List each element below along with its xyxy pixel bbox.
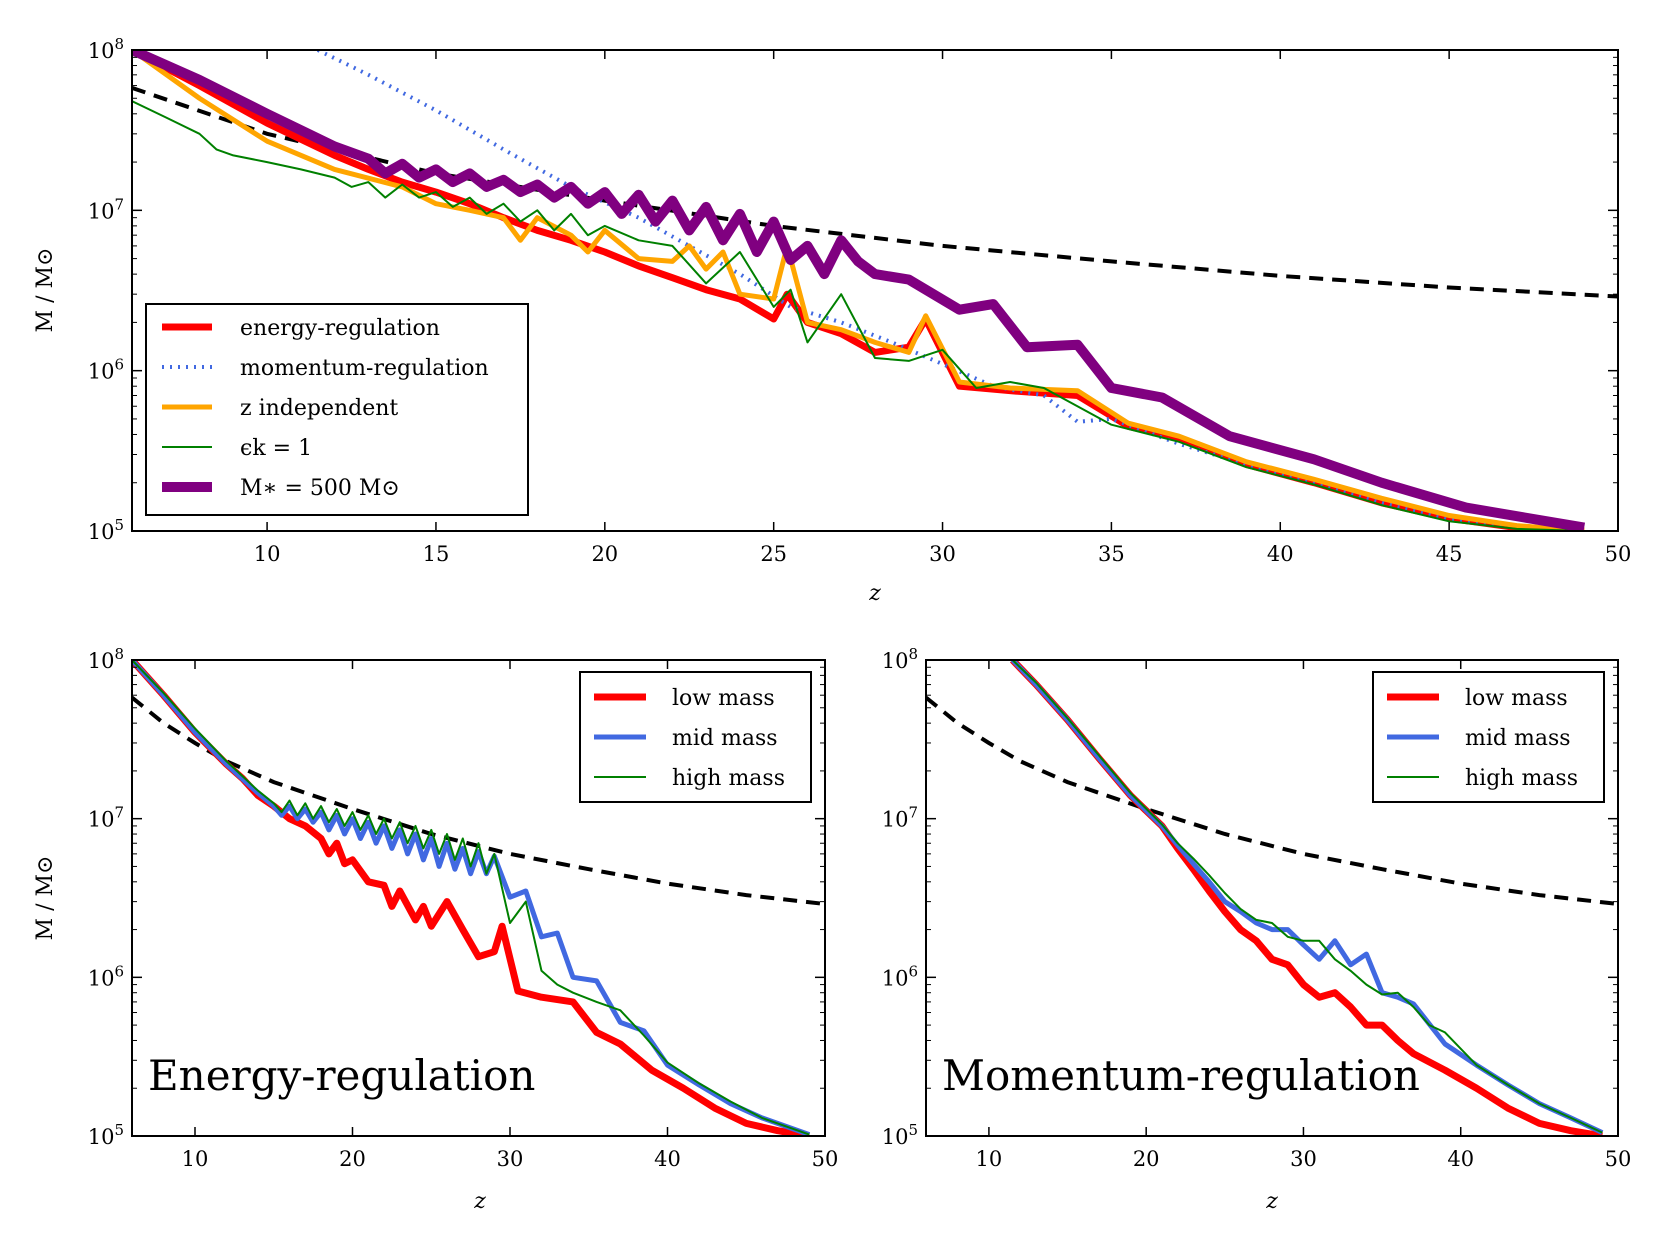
y-tick-label-bl-2: 106 <box>88 962 124 990</box>
x-tick-label-bl-0: 10 <box>182 1147 209 1171</box>
legend-label-ek1: ϵk = 1 <box>240 436 312 461</box>
y-tick-exponent-br-1: 7 <box>908 804 918 822</box>
legend-label-br-mid: mid mass <box>1465 726 1571 751</box>
x-axis-label-top: z <box>868 581 881 606</box>
series-line-br-1 <box>1010 660 1604 1135</box>
plot-area-bottom-right <box>926 660 1618 1136</box>
y-tick-exponent-top-1: 7 <box>114 195 124 213</box>
x-tick-label-top-5: 35 <box>1098 542 1125 566</box>
x-tick-label-top-2: 20 <box>591 542 618 566</box>
legend-label-bl-low: low mass <box>672 686 775 711</box>
y-tick-exponent-bl-1: 7 <box>114 804 124 822</box>
x-tick-label-top-0: 10 <box>254 542 281 566</box>
panel-bottom-right: 10 20 30 40 50 108 107 106 105 z Momentum-regul… <box>882 645 1632 1214</box>
legend-label-energy: energy-regulation <box>240 316 440 341</box>
y-tick-exponent-br-0: 8 <box>908 645 918 663</box>
y-tick-label-top-2: 106 <box>88 356 124 384</box>
reference-line-top <box>132 86 1618 299</box>
series-line-br-2 <box>1011 660 1603 1134</box>
legend-label-br-high: high mass <box>1465 766 1578 791</box>
panel-bottom-left: 10 20 30 40 50 108 107 106 105 z M / M⊙ Energy-… <box>33 645 838 1214</box>
series-line-bl-2 <box>132 660 810 1136</box>
plot-area-top <box>132 50 1618 531</box>
panel-top: 10 15 20 25 30 35 40 45 50 108 107 106 105 z M / M⊙… <box>33 35 1631 606</box>
legend-bottom-left: low mass mid mass high mass <box>579 671 812 803</box>
y-tick-label-br-1: 107 <box>882 804 918 832</box>
legend-label-br-low: low mass <box>1465 686 1568 711</box>
y-tick-label-top-0: 108 <box>88 35 124 63</box>
x-tick-label-bl-2: 30 <box>497 1147 524 1171</box>
legend-label-momentum: momentum-regulation <box>240 356 489 381</box>
x-tick-label-top-3: 25 <box>760 542 787 566</box>
y-ticks-bottom-left: 108 107 106 105 <box>88 645 825 1149</box>
x-tick-label-br-0: 10 <box>976 1147 1003 1171</box>
y-tick-exponent-top-2: 6 <box>114 356 124 374</box>
y-tick-exponent-top-0: 8 <box>114 35 124 53</box>
x-tick-label-top-4: 30 <box>929 542 956 566</box>
y-tick-label-br-0: 108 <box>882 645 918 673</box>
annotation-momentum-regulation: Momentum-regulation <box>942 1051 1420 1100</box>
x-tick-label-br-3: 40 <box>1447 1147 1474 1171</box>
series-line-top-1 <box>316 50 1585 531</box>
y-tick-exponent-bl-3: 5 <box>114 1121 124 1139</box>
legend-bottom-right: low mass mid mass high mass <box>1372 671 1605 803</box>
x-axis-label-bottom-right: z <box>1265 1189 1278 1214</box>
x-tick-label-top-7: 45 <box>1436 542 1463 566</box>
x-tick-label-top-8: 50 <box>1605 542 1632 566</box>
x-tick-label-br-4: 50 <box>1605 1147 1632 1171</box>
series-line-bl-1 <box>132 660 811 1136</box>
x-tick-label-br-2: 30 <box>1290 1147 1317 1171</box>
y-tick-exponent-top-3: 5 <box>114 516 124 534</box>
series-line-top-2 <box>132 50 1585 531</box>
x-axis-label-bottom-left: z <box>473 1189 486 1214</box>
x-ticks-top: 10 15 20 25 30 35 40 45 50 <box>254 50 1632 566</box>
series-line-top-4 <box>132 50 1586 531</box>
x-tick-label-bl-4: 50 <box>812 1147 839 1171</box>
legend-label-mstar: M∗ = 500 M⊙ <box>240 476 400 501</box>
y-axis-label-bottom-left: M / M⊙ <box>33 856 58 941</box>
y-tick-label-bl-3: 105 <box>88 1121 124 1149</box>
reference-line-br <box>926 695 1618 906</box>
reference-line-bl <box>132 695 825 906</box>
legend-label-zind: z independent <box>240 396 398 421</box>
y-ticks-top: 108 107 106 105 <box>88 35 1618 544</box>
legend-label-bl-high: high mass <box>672 766 785 791</box>
x-tick-label-bl-3: 40 <box>654 1147 681 1171</box>
annotation-energy-regulation: Energy-regulation <box>148 1051 535 1100</box>
x-tick-label-top-1: 15 <box>423 542 450 566</box>
y-axis-label-top: M / M⊙ <box>33 248 58 333</box>
x-tick-label-br-1: 20 <box>1133 1147 1160 1171</box>
y-tick-label-br-2: 106 <box>882 962 918 990</box>
legend-top: energy-regulation momentum-regulation z … <box>145 303 529 516</box>
x-ticks-bottom-right: 10 20 30 40 50 <box>976 660 1632 1171</box>
axes-frame-bottom-right <box>925 659 1619 1137</box>
y-tick-label-top-3: 105 <box>88 516 124 544</box>
y-tick-exponent-bl-0: 8 <box>114 645 124 663</box>
axes-frame-bottom-left <box>131 659 826 1137</box>
series-line-top-3 <box>132 100 1585 531</box>
y-tick-label-bl-0: 108 <box>88 645 124 673</box>
y-tick-label-top-1: 107 <box>88 195 124 223</box>
plot-area-bottom-left <box>132 660 825 1136</box>
x-tick-label-bl-1: 20 <box>339 1147 366 1171</box>
y-tick-exponent-br-3: 5 <box>908 1121 918 1139</box>
axes-frame-top <box>131 49 1619 532</box>
y-tick-label-bl-1: 107 <box>88 804 124 832</box>
x-ticks-bottom-left: 10 20 30 40 50 <box>182 660 839 1171</box>
y-tick-label-br-3: 105 <box>882 1121 918 1149</box>
y-tick-exponent-br-2: 6 <box>908 962 918 980</box>
x-tick-label-top-6: 40 <box>1267 542 1294 566</box>
legend-label-bl-mid: mid mass <box>672 726 778 751</box>
y-tick-exponent-bl-2: 6 <box>114 962 124 980</box>
